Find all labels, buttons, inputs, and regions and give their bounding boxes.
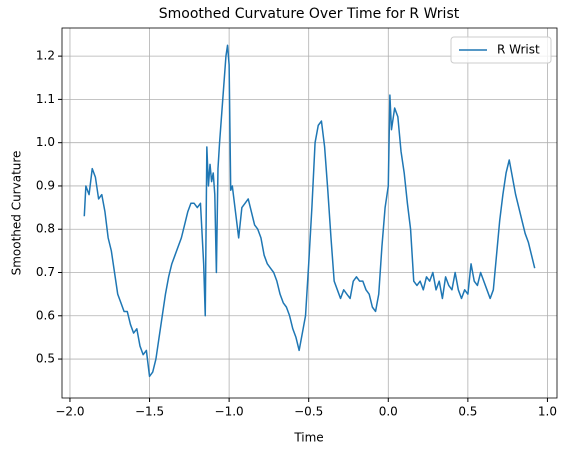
y-tick-label: 0.5 — [36, 352, 55, 366]
x-tick-label: 0.5 — [458, 405, 477, 419]
y-tick-label: 0.6 — [36, 308, 55, 322]
y-tick-label: 1.2 — [36, 49, 55, 63]
y-tick-label: 0.7 — [36, 265, 55, 279]
x-tick-label: −1.5 — [135, 405, 164, 419]
x-tick-label: −2.0 — [55, 405, 84, 419]
y-tick-label: 0.8 — [36, 222, 55, 236]
data-line — [83, 44, 536, 378]
chart-title: Smoothed Curvature Over Time for R Wrist — [159, 6, 460, 22]
x-tick-label: −1.0 — [215, 405, 244, 419]
axes-frame — [61, 27, 558, 399]
legend-box — [450, 36, 552, 64]
x-tick-label: −0.5 — [294, 405, 323, 419]
y-tick-label: 1.1 — [36, 92, 55, 106]
y-axis-label: Smoothed Curvature — [10, 151, 24, 276]
x-tick-label: 1.0 — [538, 405, 557, 419]
legend-label: R Wrist — [497, 43, 540, 57]
x-tick-label: 0.0 — [379, 405, 398, 419]
y-tick-label: 0.9 — [36, 178, 55, 192]
y-tick-label: 1.0 — [36, 135, 55, 149]
x-axis-label: Time — [293, 431, 323, 445]
